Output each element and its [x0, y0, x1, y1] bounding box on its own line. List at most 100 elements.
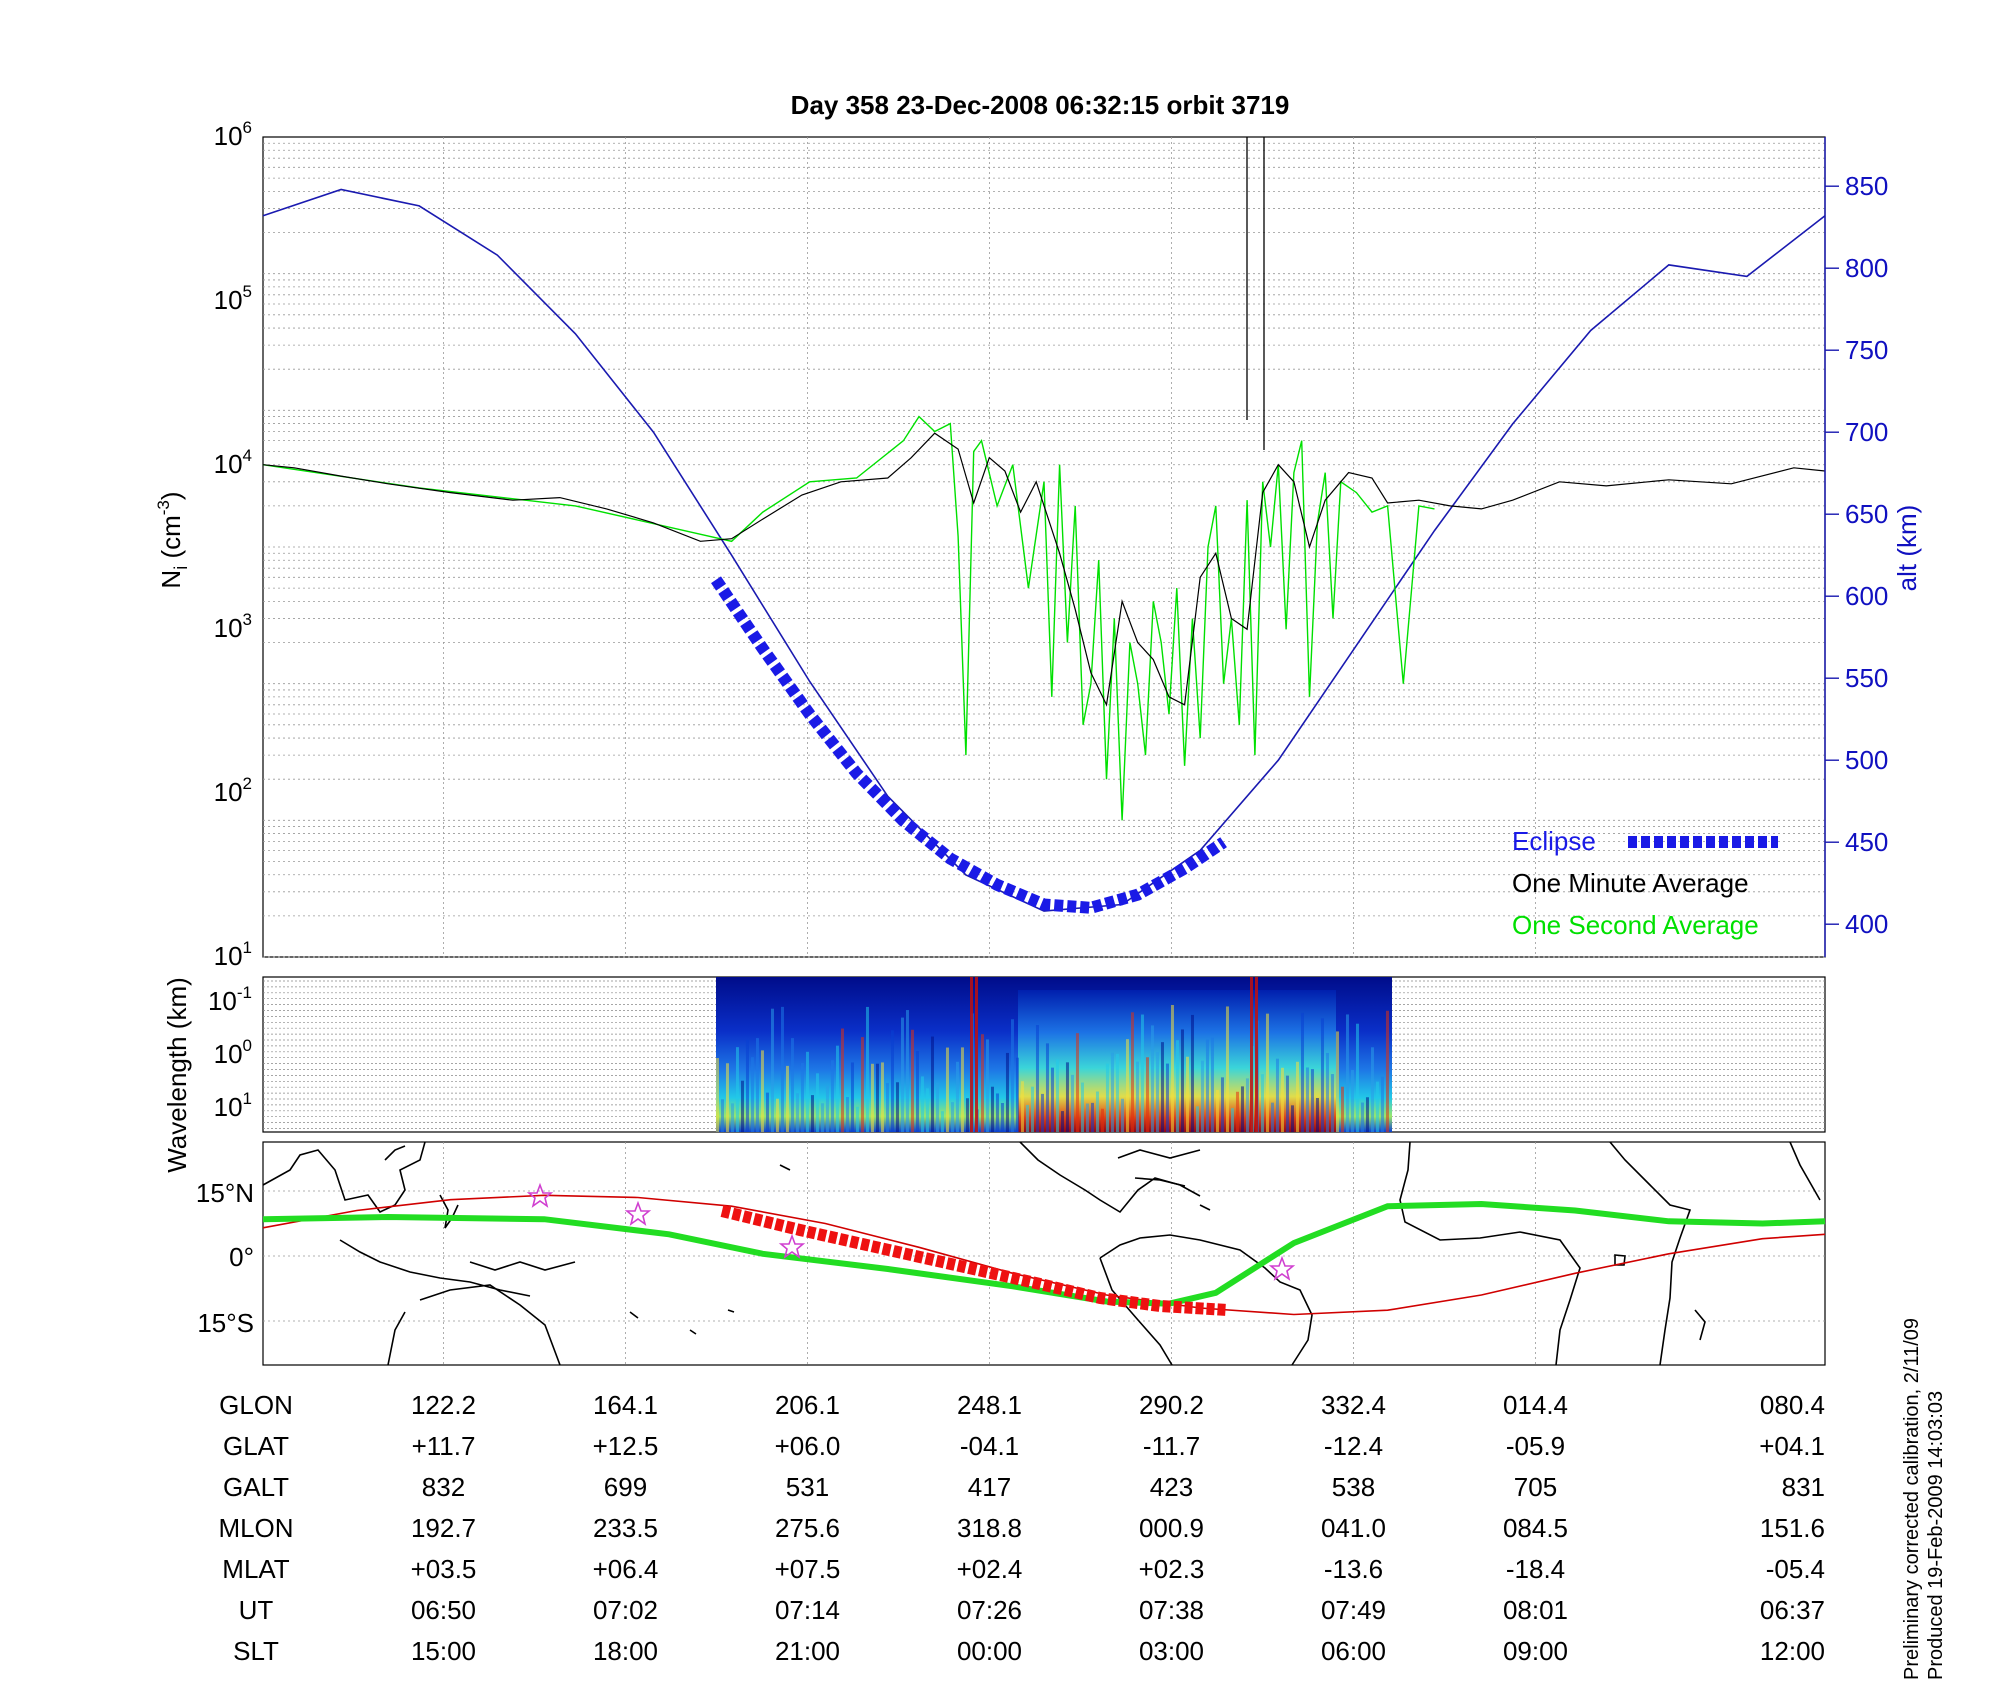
spec-stripe — [1210, 1037, 1214, 1132]
spec-stripe — [1330, 1074, 1334, 1132]
table-cell: -18.4 — [1506, 1554, 1565, 1584]
table-cell: 07:38 — [1139, 1595, 1204, 1625]
spec-stripe — [780, 1006, 784, 1132]
table-cell: 014.4 — [1503, 1390, 1568, 1420]
spec-stripe — [1345, 1014, 1349, 1132]
coast-philippines — [439, 1194, 459, 1229]
spec-stripe — [1020, 1081, 1024, 1132]
table-cell: +06.0 — [775, 1431, 841, 1461]
spec-stripe — [1090, 1102, 1094, 1132]
right-tick-label: 600 — [1845, 581, 1888, 611]
right-tick-label: 800 — [1845, 253, 1888, 283]
spec-stripe — [925, 1088, 929, 1132]
map-y-ticks: 15°N 0° 15°S — [196, 1178, 254, 1338]
spec-stripe — [1035, 1025, 1039, 1132]
spec-stripe — [870, 1063, 874, 1132]
spec-stripe — [1110, 1052, 1114, 1132]
one-second-average-line — [262, 415, 1435, 821]
spec-stripe — [1360, 1102, 1364, 1132]
spec-stripe — [1365, 1097, 1369, 1132]
spec-stripe — [1230, 1108, 1234, 1132]
coast-caribbean — [1134, 1177, 1211, 1211]
table-cell: 084.5 — [1503, 1513, 1568, 1543]
table-cell: 275.6 — [775, 1513, 840, 1543]
spec-stripe — [955, 1061, 959, 1132]
spec-stripe — [1065, 1062, 1069, 1132]
table-cell: 423 — [1150, 1472, 1193, 1502]
spec-stripe — [1155, 1052, 1159, 1132]
coast-lake — [1614, 1254, 1626, 1266]
spec-stripe — [720, 1099, 724, 1132]
table-row-label: GLON — [219, 1390, 293, 1420]
spec-stripe — [835, 1045, 839, 1132]
spec-stripe — [1190, 1014, 1194, 1132]
spec-stripe — [1205, 1039, 1209, 1132]
orbit-parameter-table: GLON 122.2 164.1 206.1 248.1 290.2 332.4 014.4 0… — [218, 1390, 1825, 1666]
y-tick-1e1: 101 — [214, 938, 252, 971]
spec-stripe — [1175, 1040, 1179, 1132]
spec-stripe — [905, 1010, 909, 1132]
table-cell: 080.4 — [1760, 1390, 1825, 1420]
table-cell: 164.1 — [593, 1390, 658, 1420]
map-frame — [262, 1141, 1826, 1366]
spec-stripe — [1350, 1069, 1354, 1132]
spectrogram-stripes — [715, 977, 1389, 1132]
spec-stripe — [1185, 1056, 1189, 1132]
spec-stripe — [1215, 1089, 1219, 1132]
spec-stripe — [800, 1062, 804, 1132]
spec-stripe — [1355, 1023, 1359, 1132]
coast-australia — [387, 1284, 561, 1366]
table-cell: 18:00 — [593, 1636, 658, 1666]
spec-stripe — [765, 1092, 769, 1132]
spec-stripe — [1130, 1012, 1134, 1132]
spec-stripe — [930, 1036, 934, 1132]
spec-stripe — [1150, 1025, 1154, 1132]
right-tick-label: 500 — [1845, 745, 1888, 775]
left-y-axis-label: Ni (cm-3) — [154, 491, 191, 588]
star-marker-4 — [1268, 1255, 1296, 1281]
table-cell: 290.2 — [1139, 1390, 1204, 1420]
table-cell: -05.9 — [1506, 1431, 1565, 1461]
table-cell: 12:00 — [1760, 1636, 1825, 1666]
spec-stripe — [950, 1102, 954, 1132]
spec-stripe — [885, 1082, 889, 1132]
right-tick-label: 850 — [1845, 171, 1888, 201]
table-cell: +02.4 — [957, 1554, 1023, 1584]
spec-stripe — [1295, 1061, 1299, 1132]
spec-stripe — [1260, 1074, 1264, 1132]
spec-stripe — [1320, 1018, 1324, 1132]
spec-stripe — [910, 1029, 914, 1132]
spec-stripe — [875, 1063, 879, 1132]
spec-stripe — [940, 1111, 944, 1132]
table-cell: 151.6 — [1760, 1513, 1825, 1543]
main-panel: 106 105 104 103 102 101 Ni (cm-3) 850 800… — [154, 118, 1922, 971]
table-cell: +03.5 — [411, 1554, 477, 1584]
main-series-layer — [262, 137, 1826, 914]
table-cell: 09:00 — [1503, 1636, 1568, 1666]
spec-stripe — [1170, 1004, 1174, 1132]
spec-stripe — [1375, 1081, 1379, 1132]
table-cell: 00:00 — [957, 1636, 1022, 1666]
spec-y-tick-1e1: 101 — [214, 1089, 252, 1122]
spec-stripe — [830, 1060, 834, 1132]
table-cell: 248.1 — [957, 1390, 1022, 1420]
coast-islands — [629, 1164, 791, 1335]
spec-stripe — [1280, 1067, 1284, 1132]
coast-japan — [384, 1145, 406, 1161]
table-cell: +07.5 — [775, 1554, 841, 1584]
table-cell: +02.3 — [1139, 1554, 1205, 1584]
table-row-label: MLON — [218, 1513, 293, 1543]
spec-stripe — [750, 1057, 754, 1132]
spec-stripe — [920, 1076, 924, 1132]
table-cell: 06:50 — [411, 1595, 476, 1625]
spec-stripe — [770, 1008, 774, 1132]
spec-stripe — [1195, 1106, 1199, 1132]
chart-title: Day 358 23-Dec-2008 06:32:15 orbit 3719 — [791, 90, 1290, 120]
spec-stripe — [995, 1093, 999, 1132]
coast-madagascar — [1694, 1309, 1706, 1341]
spec-stripe — [1050, 1067, 1054, 1132]
table-cell: 538 — [1332, 1472, 1375, 1502]
table-row-label: MLAT — [222, 1554, 290, 1584]
spec-stripe — [810, 1095, 814, 1132]
table-cell: 15:00 — [411, 1636, 476, 1666]
